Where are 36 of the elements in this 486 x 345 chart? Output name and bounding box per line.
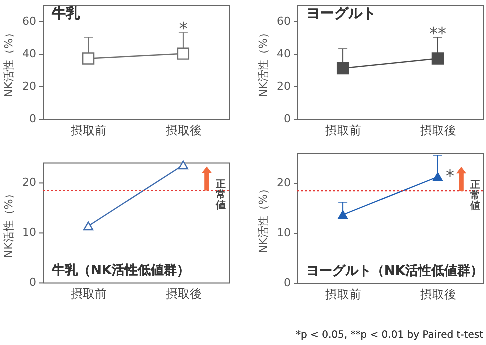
y-tick-label: 40 [22,47,36,60]
text: 牛乳（NK活性低値群） [51,262,190,279]
y-tick-label: 0 [284,276,291,290]
x-tick-label: 摂取後 [166,124,202,138]
y-tick-label: 20 [22,176,36,190]
y-tick-label: 0 [30,276,36,290]
x-tick-label: 摂取後 [420,124,456,138]
x-tick-label: 摂取前 [326,288,362,302]
y-axis-title: NK活性（%） [2,188,16,258]
annotation: * [179,20,188,40]
y-tick-label: 10 [277,226,291,240]
annotation: ** [429,24,446,45]
annotation: * [446,167,454,187]
y-tick-label: 60 [22,14,36,28]
y-tick-label: 40 [277,47,291,60]
y-tick-label: 20 [22,80,36,93]
y-axis-title: NK活性（%） [2,28,16,98]
y-axis-title: NK活性（%） [257,184,270,254]
text: ヨーグルト（NK活性低値群） [306,264,484,279]
y-tick-label: 0 [284,112,291,126]
y-tick-label: 0 [30,112,36,126]
chart-title: 牛乳 [51,6,81,22]
x-tick-label: 摂取後 [420,288,456,302]
y-tick-label: 20 [277,176,291,190]
x-tick-label: 摂取前 [71,287,108,302]
ref-line-label: 正常値 [215,180,226,212]
text: *p < 0.05, **p < 0.01 by Paired t-test [296,330,484,341]
x-tick-label: 摂取前 [71,124,108,138]
chart-title: ヨーグルト [306,6,376,22]
x-tick-label: 摂取後 [166,287,202,302]
y-tick-label: 10 [22,226,36,240]
y-tick-label: 60 [277,14,291,28]
y-tick-label: 20 [277,80,291,93]
y-axis-title: NK活性（%） [257,28,270,98]
x-tick-label: 摂取前 [326,124,362,138]
ref-line-label: 正常値 [470,180,480,212]
